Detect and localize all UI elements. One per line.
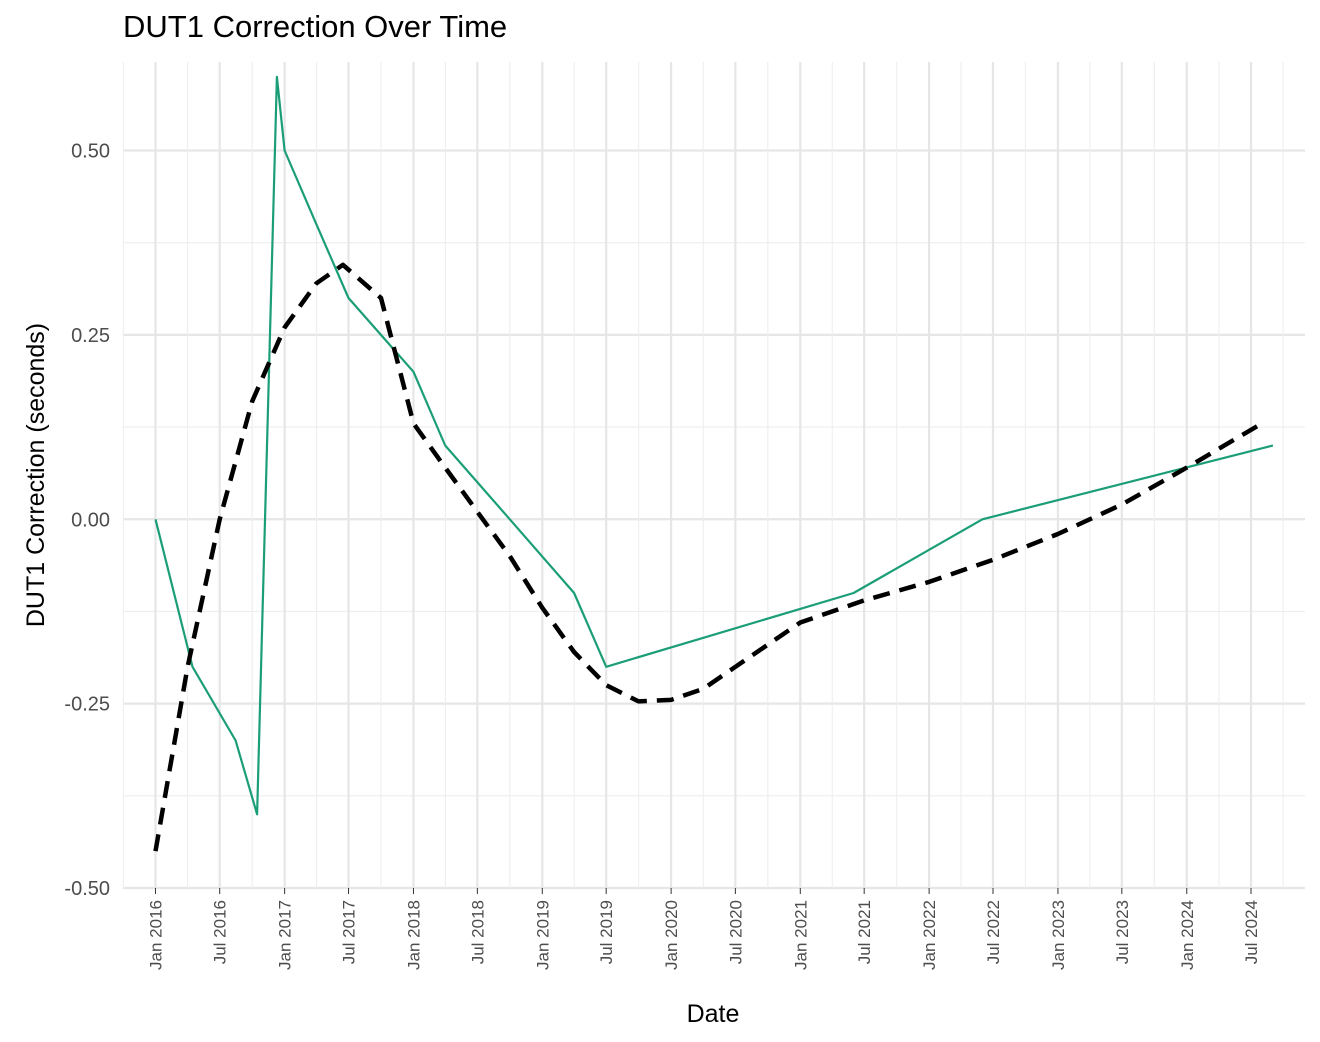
y-tick-label: 0.25 (71, 325, 110, 347)
series-line-dashed (153, 262, 1264, 852)
x-tick-label: Jul 2020 (726, 900, 745, 964)
y-tick-label: 0.50 (71, 141, 110, 163)
x-tick-label: Jul 2017 (340, 900, 359, 964)
x-tick-label: Jan 2019 (533, 900, 552, 970)
series-line-solid (154, 75, 1274, 816)
y-tick-label: -0.50 (64, 878, 110, 900)
x-tick-label: Jul 2019 (597, 900, 616, 964)
x-tick-label: Jul 2023 (1113, 900, 1132, 964)
y-tick-label: 0.00 (71, 509, 110, 531)
x-tick-label: Jan 2016 (146, 900, 165, 970)
x-tick-label: Jul 2016 (211, 900, 230, 964)
series-lines (153, 75, 1274, 852)
x-tick-label: Jan 2020 (662, 900, 681, 970)
chart-title: DUT1 Correction Over Time (123, 9, 508, 44)
axis-ticks: -0.50 -0.25 0.00 0.25 0.50 Jan 2016 Jul 2016 Ja… (64, 141, 1261, 970)
x-tick-label: Jul 2024 (1242, 900, 1261, 964)
x-tick-label: Jul 2022 (984, 900, 1003, 964)
x-axis-title: Date (687, 1000, 740, 1028)
y-tick-label: -0.25 (64, 694, 110, 716)
x-tick-label: Jul 2021 (855, 900, 874, 964)
x-tick-label: Jan 2024 (1178, 900, 1197, 970)
x-tick-label: Jan 2023 (1049, 900, 1068, 970)
x-tick-label: Jul 2018 (468, 900, 487, 964)
x-tick-label: Jan 2017 (276, 900, 295, 970)
gridlines (122, 62, 1305, 890)
y-axis-title: DUT1 Correction (seconds) (22, 323, 50, 627)
x-tick-label: Jan 2021 (791, 900, 810, 970)
x-tick-label: Jan 2022 (920, 900, 939, 970)
x-tick-label: Jan 2018 (404, 900, 423, 970)
